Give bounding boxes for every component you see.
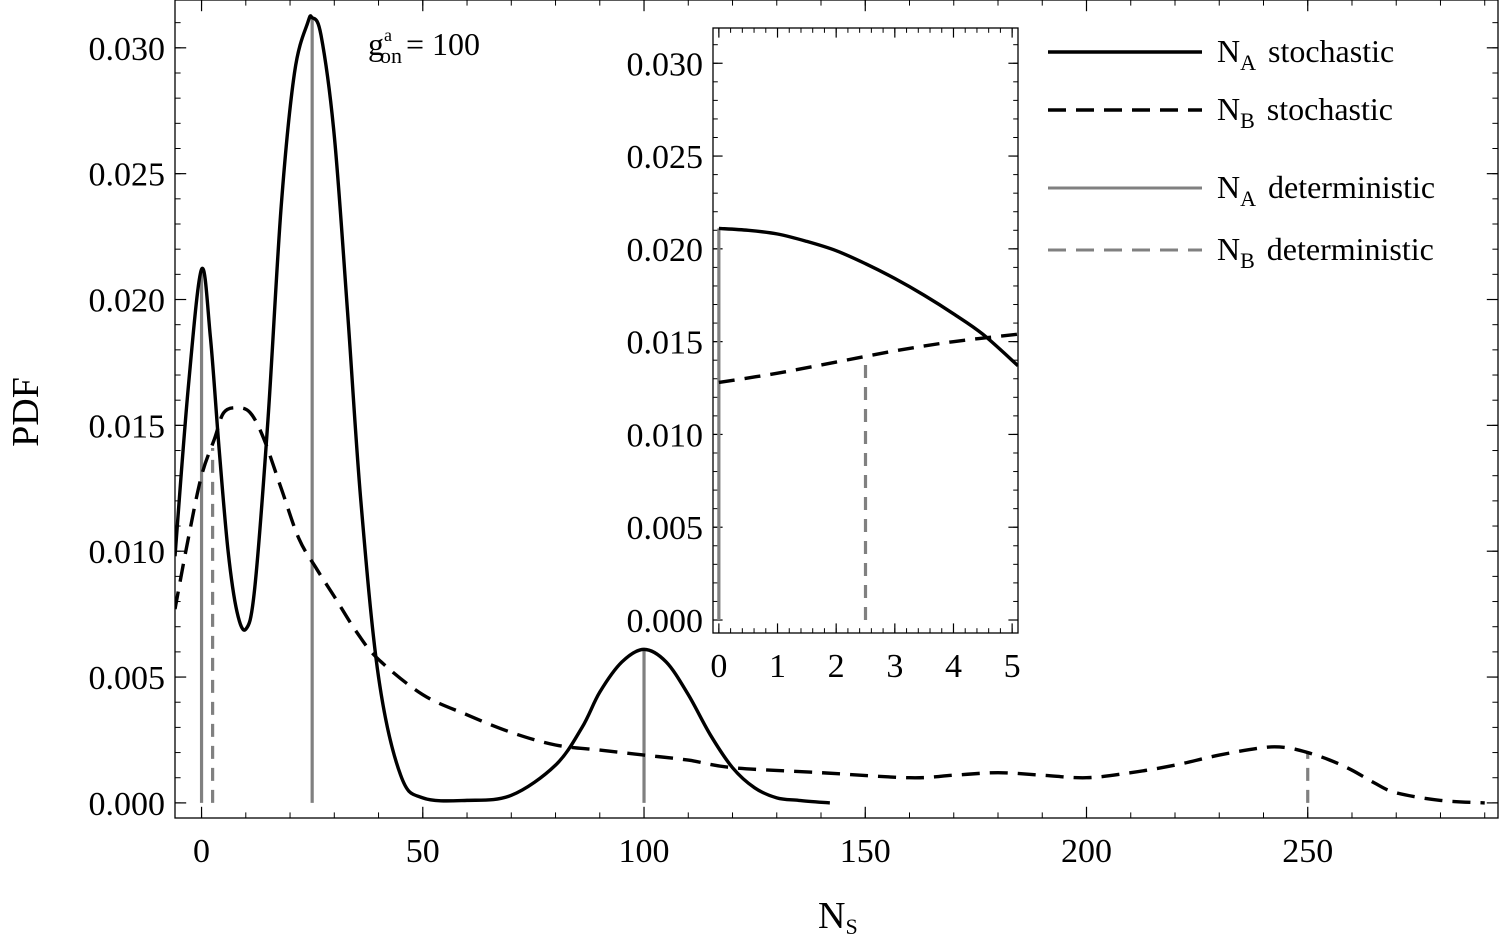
inset-x-tick-label: 1 <box>769 648 786 685</box>
legend-label: NB stochastic <box>1217 91 1393 133</box>
legend-text: deterministic <box>1268 169 1435 205</box>
inset-x-tick-label: 5 <box>1004 648 1021 685</box>
inset-y-tick-label: 0.005 <box>627 510 704 547</box>
main-series-group <box>175 14 1485 805</box>
main-y-tick-label: 0.000 <box>89 786 166 823</box>
inset-y-tick-label: 0.025 <box>627 139 704 176</box>
main-y-tick-label: 0.020 <box>89 283 166 320</box>
y-axis-title: PDF <box>5 377 47 447</box>
main-y-tick-label: 0.025 <box>89 157 166 194</box>
legend-item-na-deterministic: NA deterministic <box>1048 169 1435 211</box>
annotation-base: g <box>368 26 384 62</box>
inset-x-tick-label: 0 <box>710 648 727 685</box>
annotation-sub: on <box>380 43 402 68</box>
inset-x-tick-label: 3 <box>886 648 903 685</box>
main-x-tick-label: 250 <box>1282 833 1333 870</box>
main-y-tick-label: 0.005 <box>89 660 166 697</box>
main-x-tick-label: 150 <box>840 833 891 870</box>
x-axis-title: NS <box>818 895 858 939</box>
inset-y-tick-label: 0.020 <box>627 232 704 269</box>
x-axis-title-sub: S <box>845 914 857 939</box>
inset-plot-area <box>713 28 1018 633</box>
legend-text: stochastic <box>1267 91 1393 127</box>
coupling-annotation: ga on = 100 <box>368 25 480 68</box>
inset-ticks: 0 1 2 3 4 5 0.000 0.005 0.010 0.015 0.020 0.025 0.03… <box>627 28 1021 685</box>
main-na-stochastic-curve <box>175 14 830 805</box>
legend-symbol: N <box>1217 169 1240 205</box>
inset-nb-stochastic-curve <box>718 332 1018 385</box>
inset-y-tick-label: 0.000 <box>627 603 704 640</box>
legend-subscript: B <box>1240 108 1255 133</box>
legend-label: NA stochastic <box>1217 33 1394 75</box>
main-x-tick-label: 200 <box>1061 833 1112 870</box>
legend-symbol: N <box>1217 33 1240 69</box>
legend-item-nb-stochastic: NB stochastic <box>1048 91 1393 133</box>
inset-series-group <box>717 226 1018 621</box>
x-axis-title-main: N <box>818 895 845 937</box>
legend-symbol: N <box>1217 91 1240 127</box>
legend-label: NB deterministic <box>1217 231 1434 273</box>
legend-subscript: A <box>1240 186 1256 211</box>
legend-text: deterministic <box>1267 231 1434 267</box>
inset-x-tick-label: 4 <box>945 648 962 685</box>
main-y-tick-label: 0.030 <box>89 31 166 68</box>
legend-symbol: N <box>1217 231 1240 267</box>
main-ticks: 0 50 100 150 200 2500.0000.0050.0100.0150.020… <box>89 0 1498 870</box>
inset-y-tick-label: 0.030 <box>627 46 704 83</box>
legend-label: NA deterministic <box>1217 169 1435 211</box>
inset-plot: 0 1 2 3 4 5 0.000 0.005 0.010 0.015 0.020 0.025 0.03… <box>627 27 1021 685</box>
inset-y-tick-label: 0.010 <box>627 417 704 454</box>
legend-item-na-stochastic: NA stochastic <box>1048 33 1394 75</box>
legend-subscript: A <box>1240 50 1256 75</box>
inset-frame <box>712 27 1019 634</box>
main-y-tick-label: 0.010 <box>89 534 166 571</box>
inset-y-tick-label: 0.015 <box>627 325 704 362</box>
main-frame <box>174 0 1499 819</box>
inset-na-stochastic-curve <box>718 226 1018 368</box>
annotation-sup: a <box>384 25 392 45</box>
inset-x-tick-label: 2 <box>828 648 845 685</box>
main-y-tick-label: 0.015 <box>89 408 166 445</box>
legend-item-nb-deterministic: NB deterministic <box>1048 231 1434 273</box>
main-x-tick-label: 0 <box>193 833 210 870</box>
annotation-value: = 100 <box>406 26 480 62</box>
main-x-tick-label: 50 <box>406 833 440 870</box>
legend-text: stochastic <box>1268 33 1394 69</box>
legend-subscript: B <box>1240 248 1255 273</box>
main-x-tick-label: 100 <box>619 833 670 870</box>
main-nb-stochastic-curve <box>175 406 1485 805</box>
